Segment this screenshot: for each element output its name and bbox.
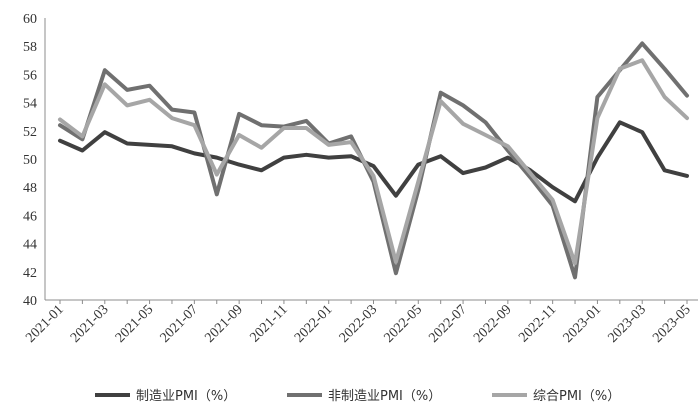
x-tick-label-2023-03: 2023-03	[605, 302, 649, 346]
series-line-non-manufacturing	[58, 41, 689, 280]
x-axis-tick-labels: 2021-01 2021-03 2021-05 2021-07 2021-09 2021-…	[23, 300, 694, 346]
y-tick-label-50: 50	[23, 153, 37, 168]
series-line-manufacturing	[58, 120, 689, 204]
y-tick-label-46: 46	[23, 209, 37, 224]
y-tick-label-52: 52	[23, 125, 37, 140]
y-tick-label-56: 56	[23, 68, 37, 83]
y-tick-label-44: 44	[23, 238, 37, 253]
x-tick-label-2022-11: 2022-11	[516, 302, 559, 345]
legend-item-composite: 综合PMI（%）	[492, 389, 620, 404]
y-axis-tick-labels: 40 42 44 46 48 50 52 54 56 58 60	[23, 12, 37, 309]
legend: 制造业PMI（%） 非制造业PMI（%） 综合PMI（%）	[95, 389, 620, 404]
x-tick-label-2021-11: 2021-11	[248, 302, 291, 345]
chart-axes	[44, 18, 698, 301]
series-line-composite	[58, 58, 689, 266]
legend-item-manufacturing: 制造业PMI（%）	[95, 389, 236, 404]
x-tick-label-2022-05: 2022-05	[382, 302, 426, 346]
x-tick-label-2021-07: 2021-07	[158, 302, 202, 346]
legend-label-composite: 综合PMI（%）	[533, 389, 620, 404]
y-tick-label-60: 60	[23, 12, 37, 27]
x-tick-label-2022-01: 2022-01	[292, 302, 336, 346]
y-tick-label-54: 54	[23, 97, 37, 112]
y-tick-label-42: 42	[23, 266, 37, 281]
x-tick-label-2022-09: 2022-09	[471, 302, 515, 346]
y-tick-label-40: 40	[23, 294, 37, 309]
x-tick-label-2021-03: 2021-03	[68, 302, 112, 346]
x-tick-label-2021-05: 2021-05	[113, 302, 157, 346]
legend-label-manufacturing: 制造业PMI（%）	[136, 389, 236, 404]
legend-item-non-manufacturing: 非制造业PMI（%）	[287, 389, 441, 404]
x-tick-label-2023-01: 2023-01	[561, 302, 605, 346]
x-tick-label-2023-05: 2023-05	[650, 302, 694, 346]
series-lines	[58, 41, 689, 280]
x-tick-label-2022-03: 2022-03	[337, 302, 381, 346]
legend-label-non-manufacturing: 非制造业PMI（%）	[328, 389, 441, 404]
y-tick-label-48: 48	[23, 181, 37, 196]
x-tick-label-2021-09: 2021-09	[202, 302, 246, 346]
x-tick-label-2022-07: 2022-07	[426, 302, 470, 346]
y-tick-label-58: 58	[23, 40, 37, 55]
